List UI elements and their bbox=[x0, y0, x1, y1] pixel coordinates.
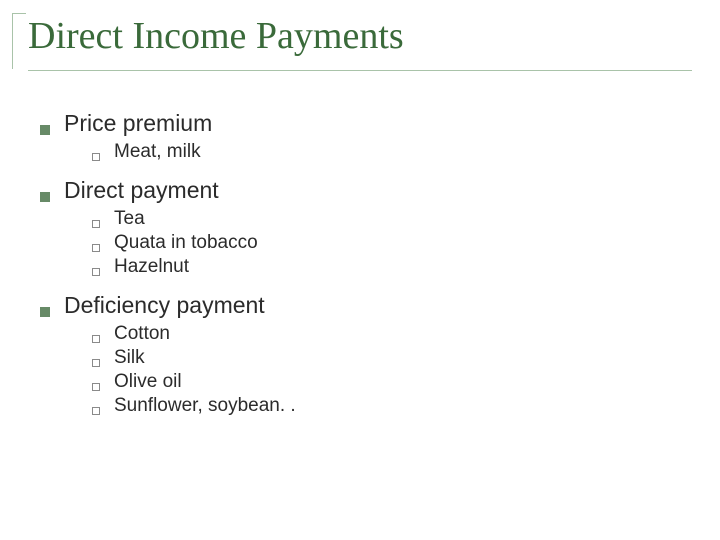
square-bullet-icon bbox=[40, 307, 50, 317]
content: Price premium Meat, milk Direct payment … bbox=[40, 110, 680, 423]
sub-list: Meat, milk bbox=[92, 141, 680, 163]
list-item-label: Direct payment bbox=[64, 177, 219, 204]
list-item: Hazelnut bbox=[92, 256, 680, 278]
list-item: Cotton bbox=[92, 323, 680, 345]
title-wrap: Direct Income Payments bbox=[28, 14, 692, 71]
list-item-label: Olive oil bbox=[114, 371, 182, 393]
list-item: Price premium bbox=[40, 110, 680, 137]
list-item: Olive oil bbox=[92, 371, 680, 393]
list-item-label: Sunflower, soybean. . bbox=[114, 395, 296, 417]
list-item: Direct payment bbox=[40, 177, 680, 204]
hollow-square-bullet-icon bbox=[92, 335, 100, 343]
list-item: Quata in tobacco bbox=[92, 232, 680, 254]
sub-list: Tea Quata in tobacco Hazelnut bbox=[92, 208, 680, 278]
hollow-square-bullet-icon bbox=[92, 407, 100, 415]
square-bullet-icon bbox=[40, 192, 50, 202]
slide-title: Direct Income Payments bbox=[28, 14, 692, 68]
title-rule-vertical bbox=[12, 13, 13, 69]
list-item-label: Meat, milk bbox=[114, 141, 201, 163]
list-item-label: Deficiency payment bbox=[64, 292, 265, 319]
hollow-square-bullet-icon bbox=[92, 359, 100, 367]
title-underline bbox=[28, 70, 692, 71]
square-bullet-icon bbox=[40, 125, 50, 135]
list-item-label: Hazelnut bbox=[114, 256, 189, 278]
sub-list: Cotton Silk Olive oil Sunflower, soybean… bbox=[92, 323, 680, 417]
list-item-label: Price premium bbox=[64, 110, 212, 137]
list-item: Meat, milk bbox=[92, 141, 680, 163]
list-item: Silk bbox=[92, 347, 680, 369]
hollow-square-bullet-icon bbox=[92, 220, 100, 228]
list-item-label: Tea bbox=[114, 208, 145, 230]
hollow-square-bullet-icon bbox=[92, 268, 100, 276]
list-item-label: Cotton bbox=[114, 323, 170, 345]
list-item-label: Silk bbox=[114, 347, 145, 369]
hollow-square-bullet-icon bbox=[92, 383, 100, 391]
list-item: Deficiency payment bbox=[40, 292, 680, 319]
hollow-square-bullet-icon bbox=[92, 153, 100, 161]
list-item: Sunflower, soybean. . bbox=[92, 395, 680, 417]
list-item-label: Quata in tobacco bbox=[114, 232, 258, 254]
list-item: Tea bbox=[92, 208, 680, 230]
hollow-square-bullet-icon bbox=[92, 244, 100, 252]
slide: Direct Income Payments Price premium Mea… bbox=[0, 0, 720, 540]
title-rule-stub bbox=[12, 13, 26, 14]
